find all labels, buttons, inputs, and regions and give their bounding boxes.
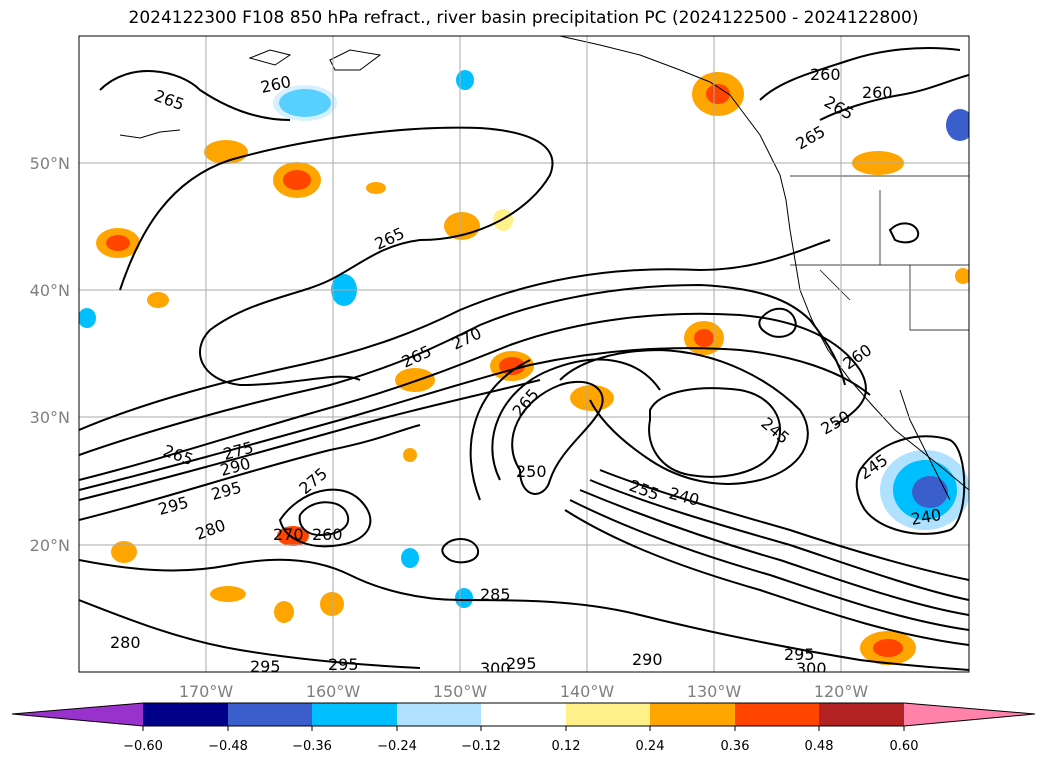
contour-label: 260 — [810, 65, 841, 84]
colorbar-segment — [12, 703, 143, 726]
contour-label: 295 — [506, 654, 537, 673]
colorbar-tick-label: 0.36 — [721, 739, 750, 754]
contour-label: 300 — [480, 659, 511, 678]
colorbar-segment — [566, 703, 650, 726]
colorbar-tick-label: −0.60 — [123, 739, 163, 754]
colorbar-tick-label: 0.48 — [805, 739, 834, 754]
contour-label: 285 — [480, 585, 511, 604]
lon-label: 160°W — [306, 682, 361, 701]
colorbar-segment — [397, 703, 481, 726]
colorbar-segment — [819, 703, 904, 726]
contour-label: 280 — [110, 633, 141, 652]
colorbar-segment — [312, 703, 397, 726]
colorbar-tick-label: 0.60 — [890, 739, 919, 754]
contour-label: 250 — [516, 462, 547, 481]
colorbar-segment — [143, 703, 228, 726]
lat-label: 50°N — [30, 154, 70, 173]
gridlines — [79, 36, 969, 672]
colorbar-tick-label: 0.12 — [552, 739, 581, 754]
colorbar-tick-label: 0.24 — [636, 739, 665, 754]
contour-label: 270 — [273, 525, 304, 544]
borders — [790, 175, 969, 331]
contour-label: 260 — [862, 83, 893, 102]
contour-label: 260 — [312, 525, 343, 544]
refractivity-contours — [79, 47, 969, 671]
colorbar-tick-label: −0.24 — [377, 739, 417, 754]
colorbar-segment — [904, 703, 1035, 726]
colorbar-ticks — [142, 726, 905, 731]
colorbar-segment — [650, 703, 735, 726]
lat-label: 20°N — [30, 536, 70, 555]
contour-label: 295 — [784, 645, 815, 664]
page-title: 2024122300 F108 850 hPa refract., river … — [128, 8, 919, 28]
contour-label: 295 — [250, 657, 281, 676]
longitude-labels: 170°W 160°W 150°W 140°W 130°W 120°W — [179, 682, 869, 701]
colorbar-tick-label: −0.48 — [208, 739, 248, 754]
contour-label: 300 — [796, 659, 827, 678]
lon-label: 150°W — [433, 682, 488, 701]
contour-label: 290 — [632, 650, 663, 669]
colorbar-tick-label: −0.36 — [292, 739, 332, 754]
map-frame — [78, 35, 970, 673]
lon-label: 140°W — [560, 682, 615, 701]
lat-label: 40°N — [30, 281, 70, 300]
colorbar-segment — [228, 703, 312, 726]
colorbar: −0.60 −0.48 −0.36 −0.24 −0.12 0.12 0.24 … — [11, 702, 1036, 754]
colorbar-segment — [735, 703, 819, 726]
lon-label: 170°W — [179, 682, 234, 701]
lon-label: 130°W — [687, 682, 742, 701]
lon-label: 120°W — [814, 682, 869, 701]
contour-label: 295 — [328, 655, 359, 674]
colorbar-segment — [481, 703, 566, 726]
latitude-labels: 50°N 40°N 30°N 20°N — [30, 154, 70, 555]
lat-label: 30°N — [30, 408, 70, 427]
colorbar-tick-label: −0.12 — [461, 739, 501, 754]
